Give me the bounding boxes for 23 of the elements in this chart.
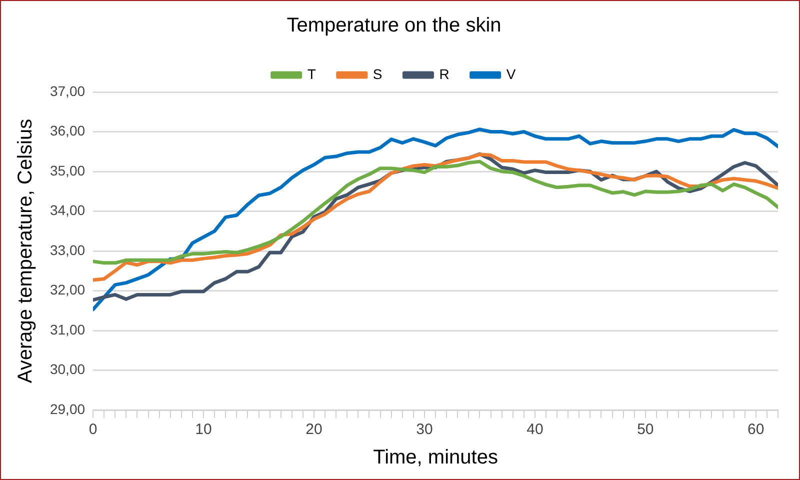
chart-title: Temperature on the skin [286,14,502,37]
x-tick-label: 10 [195,421,212,438]
x-tick-label: 0 [88,421,98,438]
legend-label: S [372,66,382,82]
y-tick-label: 37,00 [50,82,86,99]
y-tick-label: 31,00 [50,321,86,338]
legend-label: T [307,66,316,82]
y-tick-label: 29,00 [50,400,86,417]
y-tick-label: 33,00 [50,242,86,258]
x-axis-title: Time, minutes [373,446,498,469]
y-tick-label: 32,00 [50,282,86,298]
x-tick-label: 20 [306,421,322,438]
x-tick-label: 60 [748,421,764,438]
y-axis-title: Average temperature, Celsius [14,118,37,384]
legend-label: R [439,66,450,82]
y-tick-label: 35,00 [50,162,86,178]
x-tick-label: 30 [416,421,433,438]
y-tick-label: 34,00 [50,202,86,218]
legend-label: V [506,66,516,82]
y-tick-label: 30,00 [50,361,86,378]
y-tick-label: 36,00 [50,122,86,139]
x-tick-label: 40 [526,421,544,438]
x-tick-label: 50 [637,421,654,438]
